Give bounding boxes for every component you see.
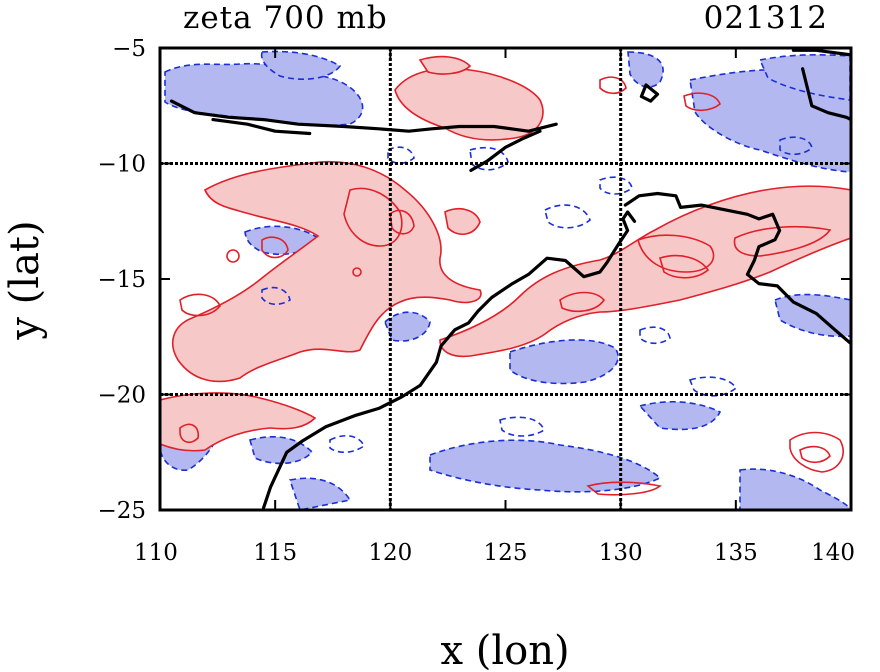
chart-timestamp: 021312 — [704, 0, 828, 36]
pos-region-north-small — [418, 55, 472, 75]
plot-area — [160, 48, 851, 510]
pos-inner-contour-8 — [559, 291, 606, 313]
neg-contour-10 — [639, 326, 671, 345]
neg-region-coast — [384, 311, 431, 342]
grid-layer — [160, 48, 851, 510]
y-axis-label: y (lat) — [2, 220, 48, 340]
y-tick-label: −20 — [97, 383, 146, 409]
coastline-7 — [262, 210, 637, 510]
y-tick-label: −5 — [112, 36, 146, 62]
x-axis-label: x (lon) — [440, 628, 569, 672]
x-tick-label: 135 — [714, 540, 758, 566]
pos-inner-contour-7 — [659, 254, 710, 279]
pos-inner-contour-ne — [683, 92, 721, 112]
neg-contour-3 — [599, 176, 633, 195]
neg-contour-5 — [499, 416, 545, 437]
neg-contour-7 — [329, 434, 365, 454]
pos-inner-contour-se-2 — [799, 445, 831, 464]
pos-inner-contour-9 — [179, 293, 221, 317]
neg-region-south-east — [638, 400, 722, 431]
x-tick-label: 130 — [599, 540, 643, 566]
neg-contour-6 — [261, 286, 291, 306]
neg-region-bottom-left — [288, 477, 352, 510]
neg-region-top-center — [260, 50, 342, 80]
pos-region-diagonal-band — [439, 185, 851, 358]
pos-inner-contour-10 — [179, 423, 200, 444]
pos-inner-contour-se — [789, 431, 844, 473]
tick-layer: 110 115 120 125 130 135 140 −5 −10 −15 −20 −25 — [97, 36, 855, 566]
coastline-4 — [791, 48, 851, 57]
neg-region-south-center — [429, 439, 662, 493]
coastline-layer — [169, 48, 851, 510]
y-tick-label: −15 — [97, 267, 146, 293]
positive-vorticity-regions — [160, 55, 851, 452]
coastline-8 — [639, 83, 660, 103]
chart-title: zeta 700 mb — [183, 0, 388, 36]
coastline-6 — [211, 118, 312, 136]
x-tick-label: 125 — [484, 540, 528, 566]
x-tick-label: 120 — [368, 540, 412, 566]
pos-region-east-core — [637, 234, 715, 273]
neg-region-se-corner — [739, 468, 851, 510]
neg-region-mid-south — [509, 339, 619, 385]
pos-inner-contour-3 — [261, 236, 289, 259]
pos-inner-contour-6 — [733, 225, 832, 257]
y-tick-label: −25 — [97, 498, 146, 524]
pos-region-west-band — [171, 160, 482, 383]
neg-contour-8 — [779, 136, 813, 156]
x-tick-label: 110 — [134, 540, 178, 566]
pos-inner-contour-1 — [343, 187, 403, 247]
pos-region-small-center — [444, 208, 481, 235]
coastline-3 — [623, 191, 851, 346]
pos-inner-contour-south — [586, 481, 662, 496]
x-tick-label: 115 — [253, 540, 297, 566]
pos-inner-contour-top — [599, 76, 627, 95]
neg-contour-2 — [544, 204, 591, 229]
y-tick-label: −10 — [97, 152, 146, 178]
pos-inner-contour-5 — [352, 267, 362, 277]
coastline-1 — [169, 99, 558, 133]
x-tick-label: 140 — [811, 540, 855, 566]
pos-inner-contour-4 — [226, 249, 240, 263]
pos-inner-contour-2 — [389, 209, 415, 235]
neg-region-north-ne — [627, 51, 664, 88]
positive-inner-contours — [179, 76, 844, 496]
coastline-5 — [801, 67, 851, 122]
